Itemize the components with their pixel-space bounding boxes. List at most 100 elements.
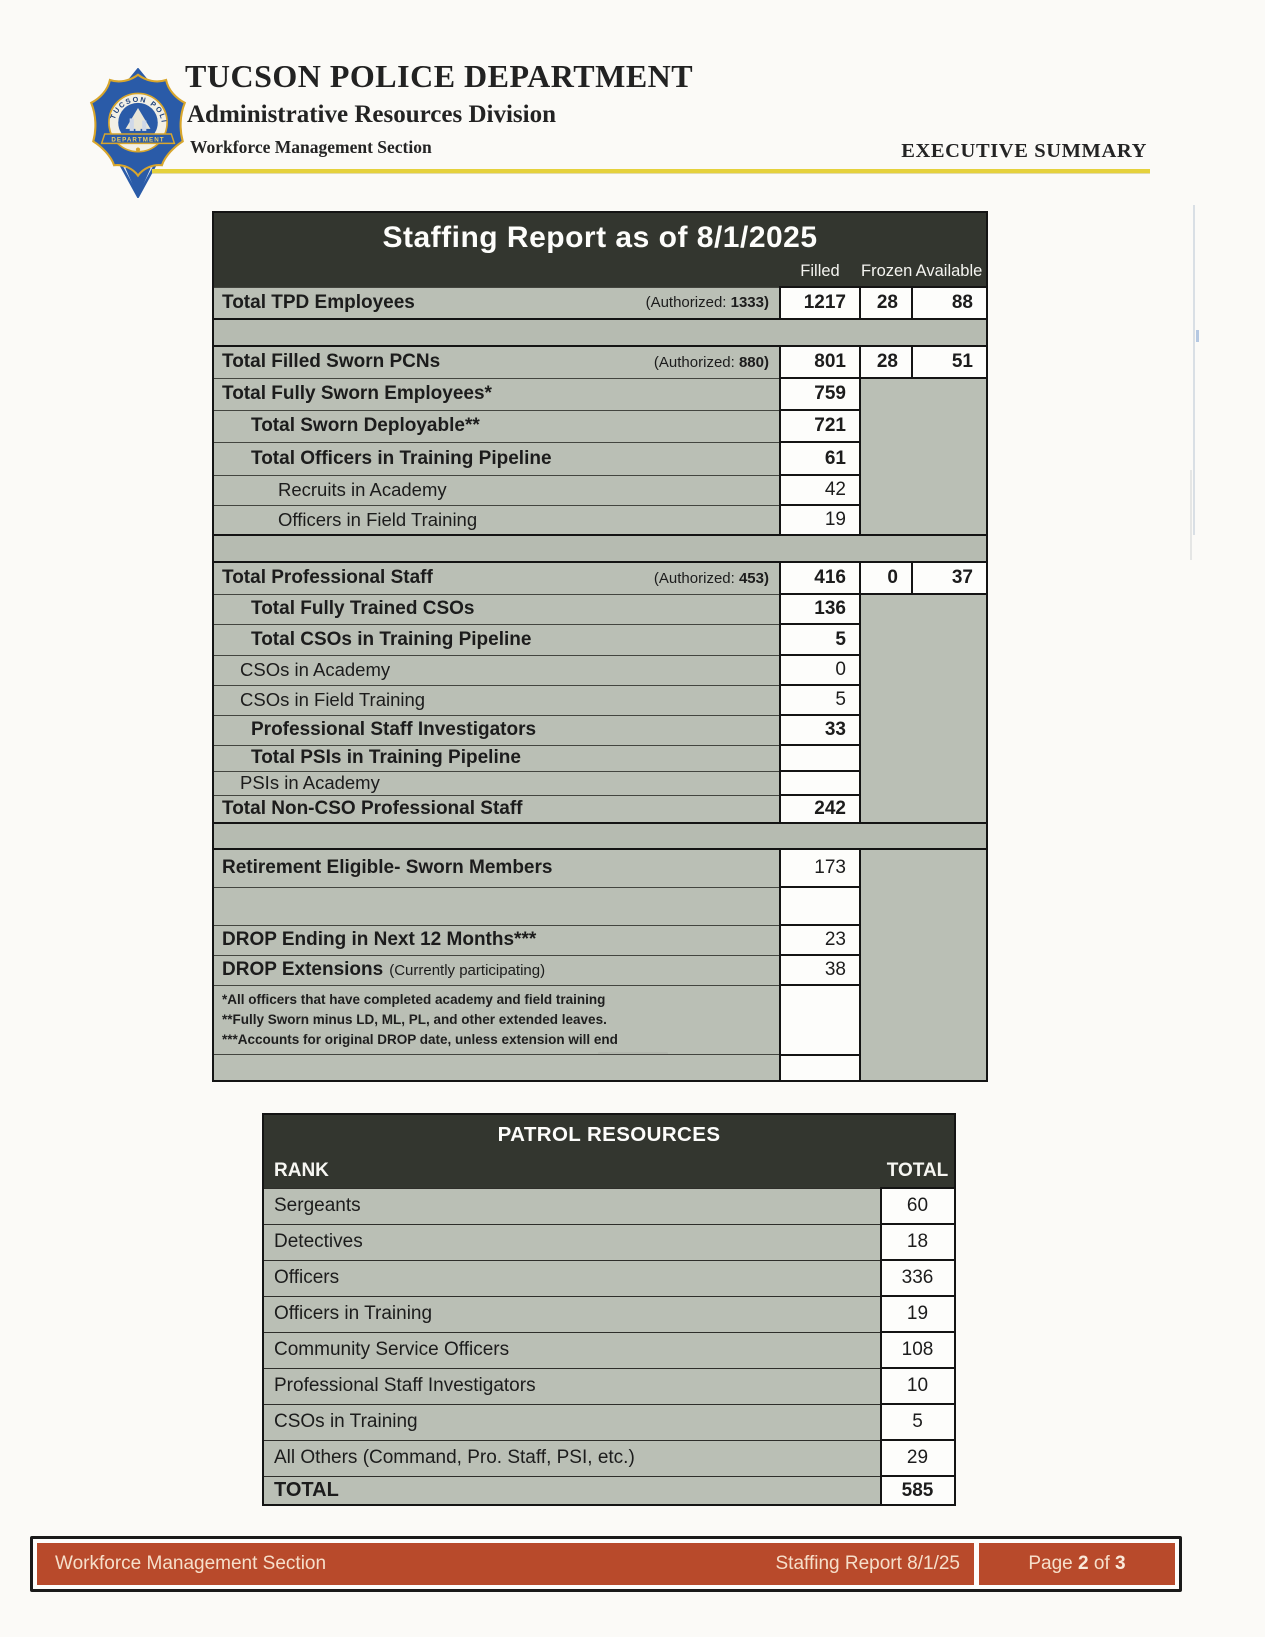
filled-value-cell: 23 <box>779 924 861 956</box>
row-label-cell: Total Fully Sworn Employees* <box>213 377 780 411</box>
empty-cell <box>912 849 987 887</box>
footer-bar: Workforce Management Section Staffing Re… <box>30 1536 1182 1592</box>
row-label-cell: DROP Extensions (Currently participating) <box>213 954 780 986</box>
filled-value-cell: 19 <box>779 504 861 536</box>
footer-page-word: Page <box>1028 1553 1073 1574</box>
row-label: Recruits in Academy <box>278 479 447 500</box>
footnote-line: ***Accounts for original DROP date, unle… <box>222 1032 618 1047</box>
row-label-cell: Retirement Eligible- Sworn Members <box>213 848 780 888</box>
filled-value-cell <box>779 770 861 796</box>
empty-cell <box>860 655 912 685</box>
row-label-cell: CSOs in Field Training <box>213 684 780 716</box>
empty-cell <box>860 410 912 442</box>
empty-cell <box>860 505 912 535</box>
available-value-cell: 51 <box>911 345 988 379</box>
patrol-row: Sergeants 60 <box>263 1187 956 1225</box>
patrol-row: Professional Staff Investigators 10 <box>263 1367 956 1405</box>
filled-value-cell: 0 <box>779 654 861 686</box>
filled-value-cell: 61 <box>779 441 861 476</box>
row-label: Total CSOs in Training Pipeline <box>251 628 532 650</box>
row-label: Total Officers in Training Pipeline <box>251 447 552 469</box>
authorized-number: 453) <box>738 569 769 587</box>
empty-cell <box>860 925 912 955</box>
row-label-cell: Total Fully Trained CSOs <box>213 593 780 625</box>
rank-label-cell: Detectives <box>263 1223 881 1261</box>
row-label: Total Sworn Deployable** <box>251 415 480 436</box>
row-label-cell: Professional Staff Investigators <box>213 714 780 746</box>
staffing-row: Total CSOs in Training Pipeline 5 <box>213 623 987 656</box>
staffing-spacer-row <box>213 534 987 563</box>
empty-cell <box>912 442 987 475</box>
row-label-cell: Total CSOs in Training Pipeline <box>213 623 780 656</box>
staffing-row: Total Non-CSO Professional Staff 242 <box>213 794 987 824</box>
empty-cell <box>860 442 912 475</box>
row-label-cell: Total Professional Staff (Authorized: 453… <box>213 561 780 595</box>
row-label-cell: Total Sworn Deployable** <box>213 409 780 443</box>
division-title: Administrative Resources Division <box>187 101 556 128</box>
staffing-row: Total Filled Sworn PCNs (Authorized: 880)… <box>213 345 988 379</box>
row-label: Total Non-CSO Professional Staff <box>222 797 523 819</box>
authorized-note: (Authorized: 453) <box>654 570 773 587</box>
patrol-row: All Others (Command, Pro. Staff, PSI, et… <box>263 1439 956 1477</box>
empty-cell <box>860 594 912 624</box>
staffing-row <box>213 1053 987 1082</box>
footnote-line: **Fully Sworn minus LD, ML, PL, and othe… <box>222 1011 607 1027</box>
filled-value-cell: 416 <box>779 561 861 595</box>
staffing-table-title: Staffing Report as of 8/1/2025 <box>213 212 987 260</box>
total-value-cell: 60 <box>880 1187 956 1225</box>
executive-summary-label: EXECUTIVE SUMMARY <box>901 140 1147 162</box>
authorized-number: 1333) <box>730 294 769 312</box>
filled-value-cell: 5 <box>779 623 861 656</box>
total-value-cell: 108 <box>880 1331 956 1369</box>
footnotes-cell: *All officers that have completed academ… <box>213 984 780 1056</box>
row-label: Officers in Field Training <box>278 508 478 530</box>
empty-cell <box>912 685 987 715</box>
empty-cell <box>912 1054 987 1081</box>
empty-cell <box>860 771 912 795</box>
authorized-note: (Authorized: 880) <box>654 354 773 371</box>
empty-cell <box>912 887 987 925</box>
empty-cell <box>860 1054 912 1081</box>
row-label: Total Professional Staff <box>222 567 433 589</box>
frozen-value-cell: 28 <box>859 345 913 379</box>
row-label-cell: Total Officers in Training Pipeline <box>213 441 780 476</box>
row-label-cell: Officers in Field Training <box>213 504 780 536</box>
staffing-row: Professional Staff Investigators 33 <box>213 714 987 746</box>
rank-label-cell: Sergeants <box>263 1187 881 1225</box>
tpd-badge-icon: TUCSON POLICE DEPARTMENT <box>83 62 187 200</box>
row-label: DROP Extensions <box>222 959 384 980</box>
patrol-resources-table: PATROL RESOURCES RANK TOTAL Sergeants 60 D… <box>262 1113 956 1506</box>
section-title: Workforce Management Section <box>190 137 432 157</box>
staffing-row: Retirement Eligible- Sworn Members 173 <box>213 848 987 888</box>
staffing-report-table: Staffing Report as of 8/1/2025 Filled Fr… <box>212 211 988 1082</box>
filled-value-cell <box>779 886 861 926</box>
column-header-spacer <box>213 260 780 287</box>
total-value-cell: 19 <box>880 1295 956 1333</box>
total-value-cell: 5 <box>880 1403 956 1441</box>
empty-cell <box>860 849 912 887</box>
authorized-prefix: (Authorized: <box>653 353 735 371</box>
footer-section-label: Workforce Management Section <box>55 1553 327 1574</box>
patrol-table-title: PATROL RESOURCES <box>263 1114 955 1154</box>
footer-page-indicator: Page 2 of 3 <box>979 1543 1175 1585</box>
row-label-cell: Recruits in Academy <box>213 474 780 506</box>
empty-cell <box>860 955 912 985</box>
filled-value-cell: 721 <box>779 409 861 443</box>
tpd-logo: TUCSON POLICE DEPARTMENT <box>83 62 190 200</box>
gold-rule-divider <box>152 169 1150 173</box>
empty-cell <box>912 475 987 505</box>
available-value-cell: 88 <box>911 286 988 320</box>
row-label: Total TPD Employees <box>222 291 415 313</box>
row-label-cell: Total Non-CSO Professional Staff <box>213 794 780 824</box>
filled-value-cell <box>779 1053 861 1082</box>
total-value-cell: 29 <box>880 1439 956 1477</box>
authorized-prefix: (Authorized: <box>645 294 727 312</box>
patrol-total-row: TOTAL 585 <box>263 1475 956 1506</box>
scan-artifact-mark <box>1196 330 1199 342</box>
filled-value-cell <box>779 984 861 1056</box>
filled-value-cell: 801 <box>779 345 861 379</box>
available-value-cell: 37 <box>911 561 988 595</box>
staffing-row: Officers in Field Training 19 <box>213 504 987 536</box>
staffing-row: Total TPD Employees (Authorized: 1333) 121… <box>213 286 988 320</box>
filled-value-cell: 136 <box>779 593 861 625</box>
